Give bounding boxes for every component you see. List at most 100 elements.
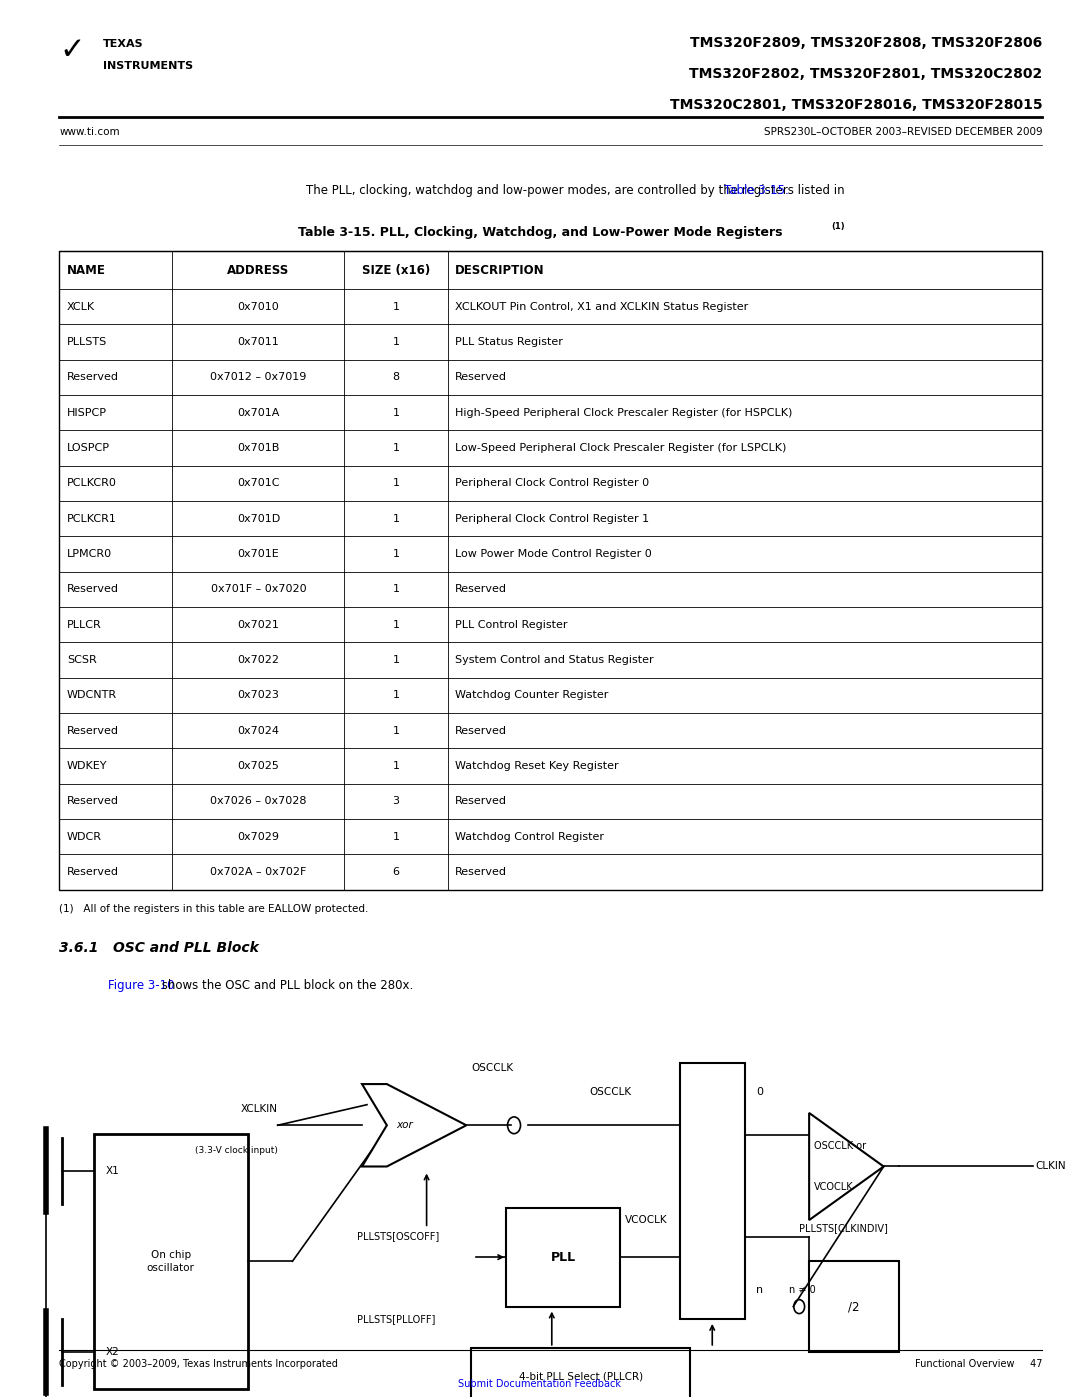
Text: PCLKCR0: PCLKCR0 bbox=[67, 478, 117, 489]
Text: ADDRESS: ADDRESS bbox=[227, 264, 289, 277]
Text: 0x7024: 0x7024 bbox=[238, 725, 280, 736]
Text: On chip
oscillator: On chip oscillator bbox=[147, 1250, 194, 1273]
Text: XCLK: XCLK bbox=[67, 302, 95, 312]
Text: 1: 1 bbox=[392, 443, 400, 453]
Text: 1: 1 bbox=[392, 690, 400, 700]
Bar bbox=[59, 251, 1042, 890]
Text: (1)   All of the registers in this table are EALLOW protected.: (1) All of the registers in this table a… bbox=[59, 904, 368, 914]
Text: 0x701E: 0x701E bbox=[238, 549, 280, 559]
Text: 1: 1 bbox=[392, 655, 400, 665]
Text: www.ti.com: www.ti.com bbox=[59, 127, 120, 137]
Text: Figure 3-10: Figure 3-10 bbox=[108, 979, 175, 992]
Text: 0x7022: 0x7022 bbox=[238, 655, 280, 665]
Text: Reserved: Reserved bbox=[67, 868, 119, 877]
Text: SCSR: SCSR bbox=[67, 655, 97, 665]
Text: HISPCP: HISPCP bbox=[67, 408, 107, 418]
Text: 0x702A – 0x702F: 0x702A – 0x702F bbox=[211, 868, 307, 877]
Text: High-Speed Peripheral Clock Prescaler Register (for HSPCLK): High-Speed Peripheral Clock Prescaler Re… bbox=[455, 408, 793, 418]
Text: 1: 1 bbox=[392, 584, 400, 594]
Text: WDCR: WDCR bbox=[67, 831, 102, 842]
Text: LOSPCP: LOSPCP bbox=[67, 443, 110, 453]
Text: 6: 6 bbox=[392, 868, 400, 877]
Text: INSTRUMENTS: INSTRUMENTS bbox=[103, 61, 192, 71]
Text: 0x7021: 0x7021 bbox=[238, 620, 280, 630]
Text: (3.3-V clock input): (3.3-V clock input) bbox=[194, 1146, 278, 1154]
Text: 0x701F – 0x7020: 0x701F – 0x7020 bbox=[211, 584, 307, 594]
Text: Watchdog Control Register: Watchdog Control Register bbox=[455, 831, 604, 842]
Text: TMS320F2809, TMS320F2808, TMS320F2806: TMS320F2809, TMS320F2808, TMS320F2806 bbox=[690, 36, 1042, 50]
Text: WDCNTR: WDCNTR bbox=[67, 690, 117, 700]
Text: PLL Control Register: PLL Control Register bbox=[455, 620, 568, 630]
Text: Low-Speed Peripheral Clock Prescaler Register (for LSPCLK): Low-Speed Peripheral Clock Prescaler Reg… bbox=[455, 443, 786, 453]
Text: 0x701D: 0x701D bbox=[237, 514, 280, 524]
Text: SPRS230L–OCTOBER 2003–REVISED DECEMBER 2009: SPRS230L–OCTOBER 2003–REVISED DECEMBER 2… bbox=[764, 127, 1042, 137]
Text: Functional Overview     47: Functional Overview 47 bbox=[915, 1359, 1042, 1369]
Text: PLLSTS[OSCOFF]: PLLSTS[OSCOFF] bbox=[357, 1232, 440, 1242]
Text: 3: 3 bbox=[392, 796, 400, 806]
Text: TMS320C2801, TMS320F28016, TMS320F28015: TMS320C2801, TMS320F28016, TMS320F28015 bbox=[670, 98, 1042, 112]
Text: 1: 1 bbox=[392, 302, 400, 312]
Text: 1: 1 bbox=[392, 549, 400, 559]
Text: NAME: NAME bbox=[67, 264, 106, 277]
Text: Table 3-15.: Table 3-15. bbox=[724, 184, 788, 197]
Text: Submit Documentation Feedback: Submit Documentation Feedback bbox=[459, 1379, 621, 1389]
Text: 0: 0 bbox=[756, 1087, 764, 1097]
Text: WDKEY: WDKEY bbox=[67, 761, 107, 771]
Polygon shape bbox=[362, 1084, 467, 1166]
Text: Reserved: Reserved bbox=[455, 584, 508, 594]
Text: Reserved: Reserved bbox=[67, 584, 119, 594]
Bar bbox=[94, 1133, 247, 1389]
Text: /2: /2 bbox=[848, 1301, 860, 1313]
Text: TEXAS: TEXAS bbox=[103, 39, 144, 49]
Text: 1: 1 bbox=[392, 761, 400, 771]
Text: Reserved: Reserved bbox=[455, 796, 508, 806]
Text: Peripheral Clock Control Register 1: Peripheral Clock Control Register 1 bbox=[455, 514, 649, 524]
Text: PLLSTS[CLKINDIV]: PLLSTS[CLKINDIV] bbox=[799, 1224, 888, 1234]
Polygon shape bbox=[809, 1113, 883, 1220]
Text: Reserved: Reserved bbox=[67, 372, 119, 383]
Text: ✓: ✓ bbox=[59, 36, 85, 66]
Text: PLLCR: PLLCR bbox=[67, 620, 102, 630]
Text: 0x7025: 0x7025 bbox=[238, 761, 280, 771]
Text: 1: 1 bbox=[392, 337, 400, 346]
Text: xor: xor bbox=[396, 1120, 413, 1130]
Text: Low Power Mode Control Register 0: Low Power Mode Control Register 0 bbox=[455, 549, 652, 559]
Text: VCOCLK: VCOCLK bbox=[625, 1215, 667, 1225]
Text: 0x701A: 0x701A bbox=[238, 408, 280, 418]
Text: Reserved: Reserved bbox=[67, 725, 119, 736]
Text: 1: 1 bbox=[392, 478, 400, 489]
Text: 0x7012 – 0x7019: 0x7012 – 0x7019 bbox=[211, 372, 307, 383]
Text: XCLKIN: XCLKIN bbox=[241, 1104, 278, 1113]
Text: 8: 8 bbox=[392, 372, 400, 383]
Text: SIZE (x16): SIZE (x16) bbox=[362, 264, 430, 277]
Text: (1): (1) bbox=[832, 222, 845, 231]
Text: Watchdog Reset Key Register: Watchdog Reset Key Register bbox=[455, 761, 619, 771]
Text: 0x7023: 0x7023 bbox=[238, 690, 280, 700]
Text: VCOCLK: VCOCLK bbox=[814, 1182, 853, 1192]
Bar bbox=[680, 1063, 744, 1319]
Text: 0x701B: 0x701B bbox=[238, 443, 280, 453]
Text: 0x7029: 0x7029 bbox=[238, 831, 280, 842]
Text: 4-bit PLL Select (PLLCR): 4-bit PLL Select (PLLCR) bbox=[518, 1372, 643, 1382]
Text: PCLKCR1: PCLKCR1 bbox=[67, 514, 117, 524]
Text: OSCCLK or: OSCCLK or bbox=[814, 1141, 866, 1151]
Text: XCLKOUT Pin Control, X1 and XCLKIN Status Register: XCLKOUT Pin Control, X1 and XCLKIN Statu… bbox=[455, 302, 748, 312]
Text: 0x7026 – 0x7028: 0x7026 – 0x7028 bbox=[211, 796, 307, 806]
Text: LPMCR0: LPMCR0 bbox=[67, 549, 112, 559]
Text: 1: 1 bbox=[392, 725, 400, 736]
Text: n ≠ 0: n ≠ 0 bbox=[789, 1285, 816, 1295]
Text: 0x701C: 0x701C bbox=[238, 478, 280, 489]
Text: System Control and Status Register: System Control and Status Register bbox=[455, 655, 653, 665]
Text: PLL: PLL bbox=[551, 1250, 576, 1264]
Text: 1: 1 bbox=[392, 620, 400, 630]
Text: Peripheral Clock Control Register 0: Peripheral Clock Control Register 0 bbox=[455, 478, 649, 489]
Text: X1: X1 bbox=[106, 1165, 120, 1176]
Text: 0x7010: 0x7010 bbox=[238, 302, 280, 312]
Text: PLLSTS[PLLOFF]: PLLSTS[PLLOFF] bbox=[357, 1315, 435, 1324]
Text: PLLSTS: PLLSTS bbox=[67, 337, 107, 346]
Text: OSCCLK: OSCCLK bbox=[590, 1087, 632, 1097]
Text: Reserved: Reserved bbox=[455, 868, 508, 877]
Text: Table 3-15. PLL, Clocking, Watchdog, and Low-Power Mode Registers: Table 3-15. PLL, Clocking, Watchdog, and… bbox=[298, 226, 782, 239]
Text: 1: 1 bbox=[392, 831, 400, 842]
Text: CLKIN: CLKIN bbox=[1036, 1161, 1066, 1172]
